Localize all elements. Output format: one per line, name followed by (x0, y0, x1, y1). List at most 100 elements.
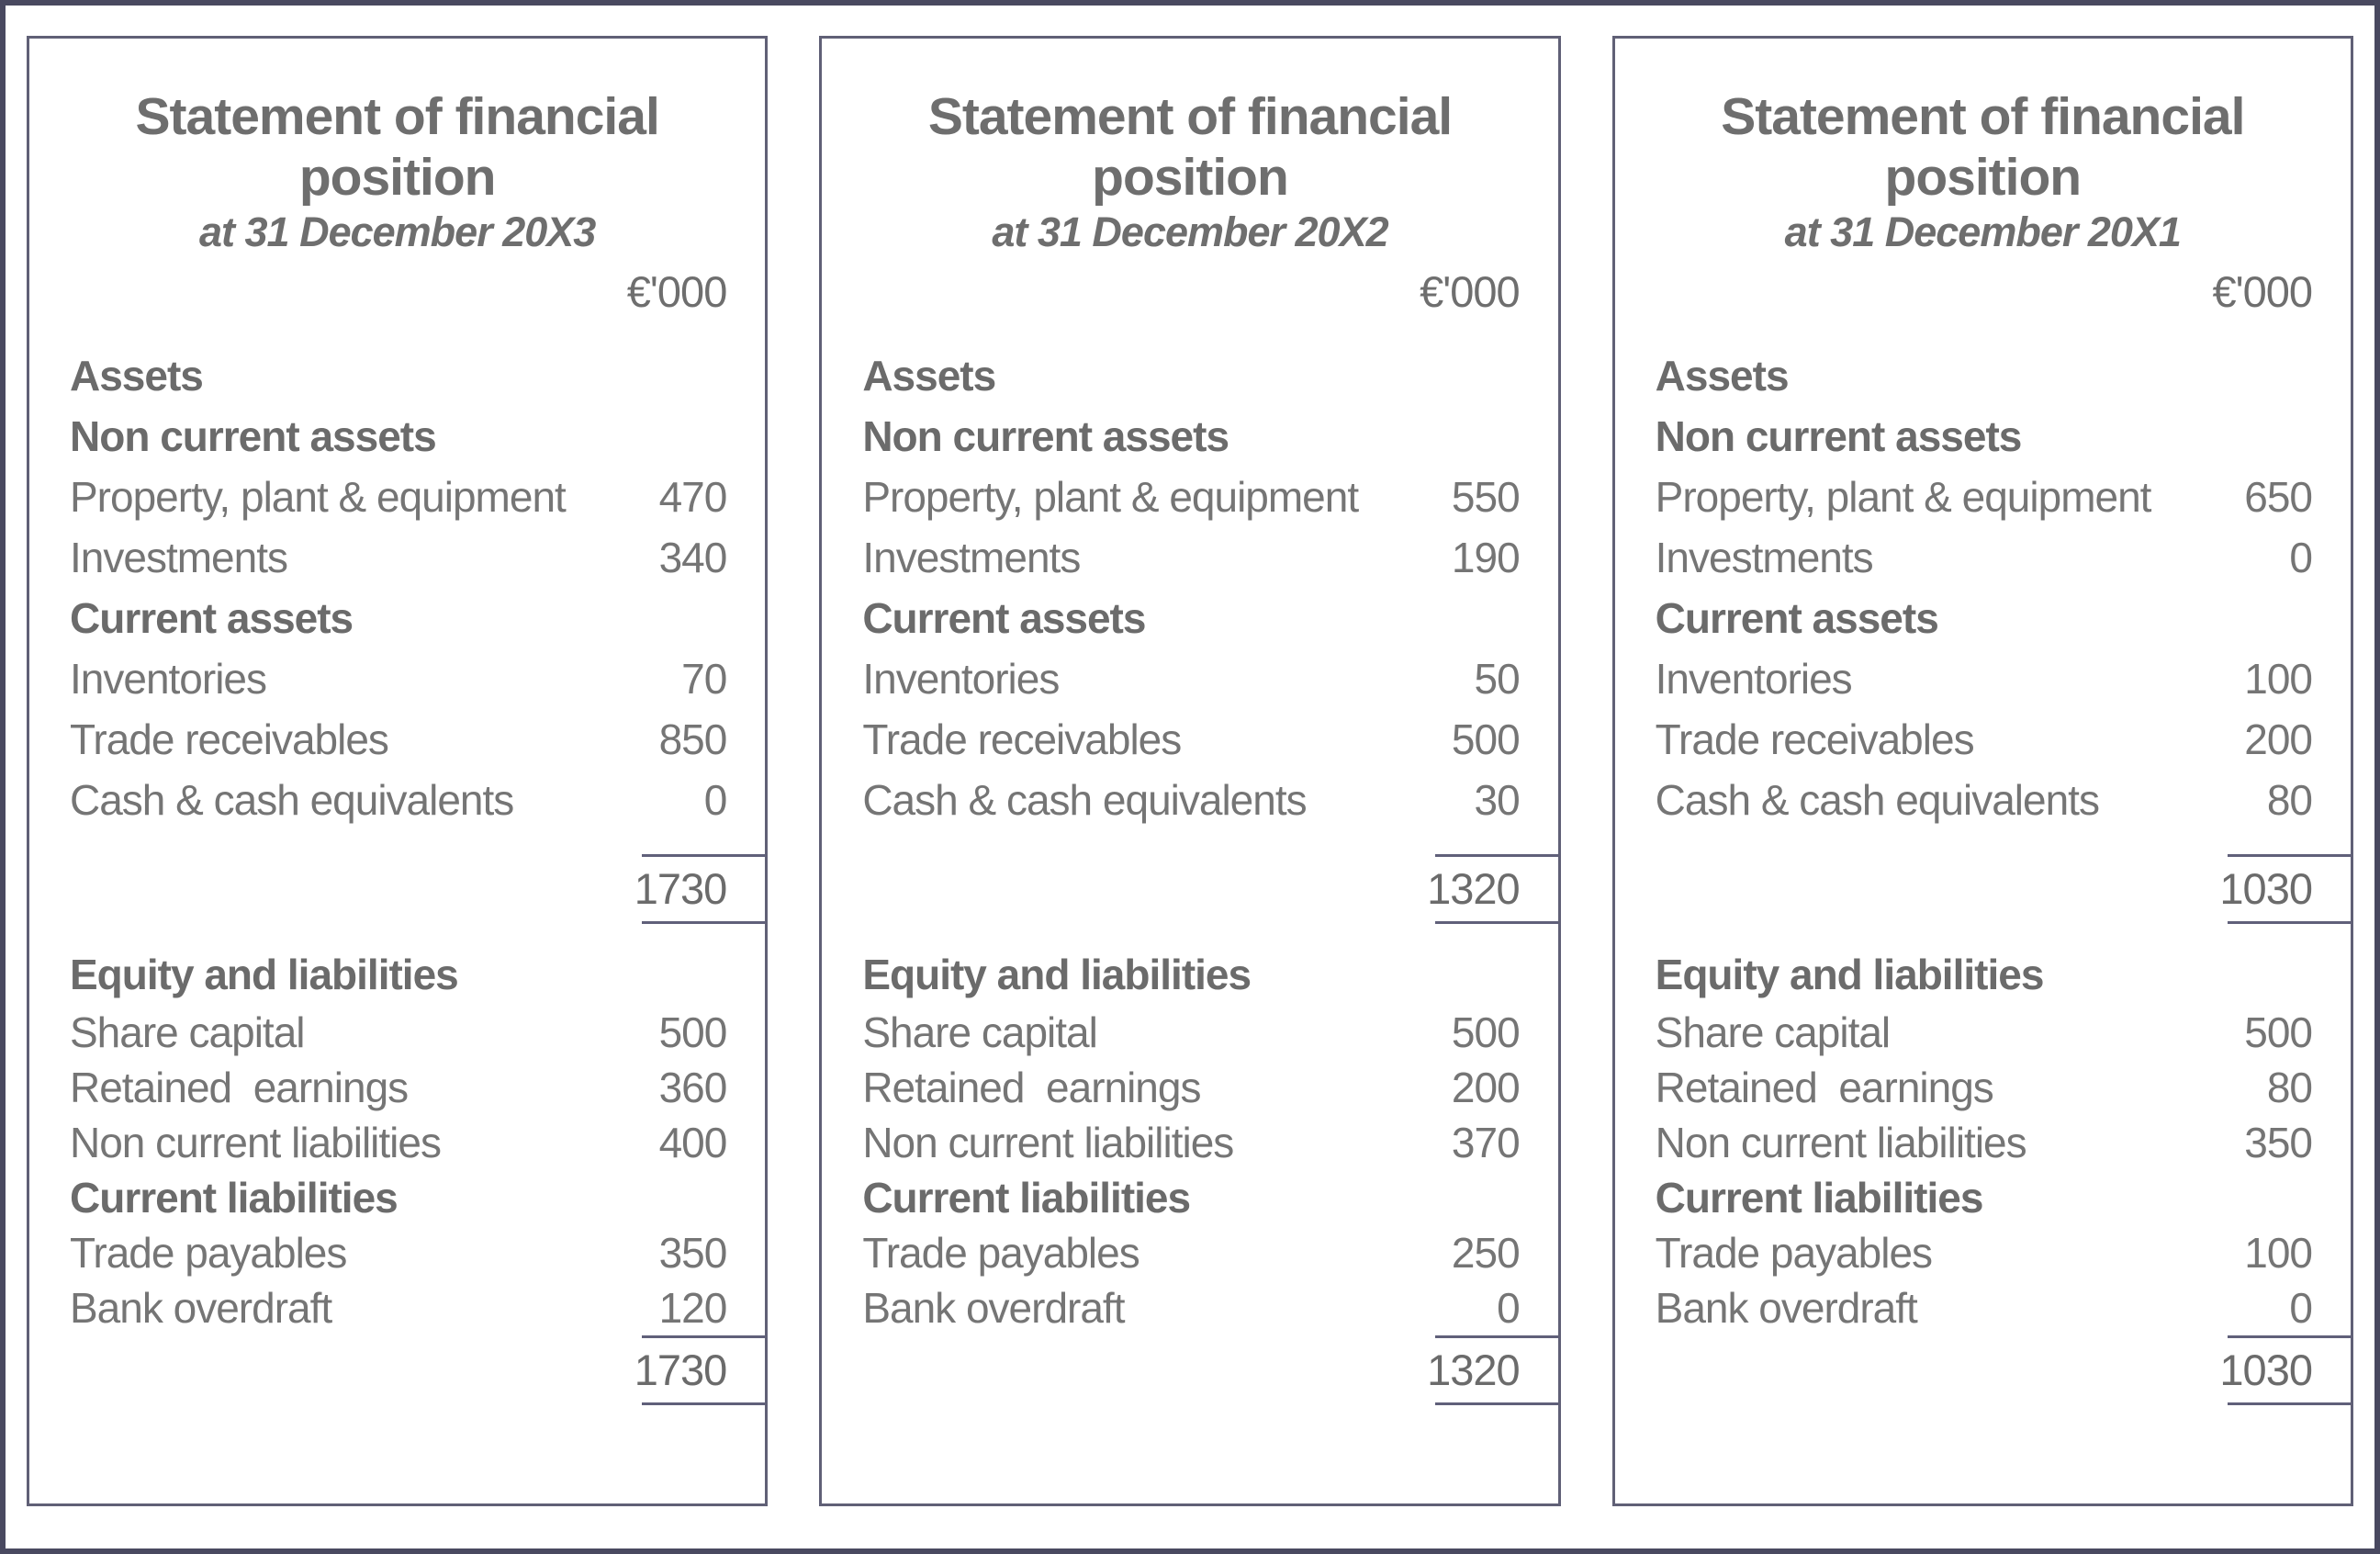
assets-section: Assets Non current assets Property, plan… (29, 345, 766, 924)
line-item-label: Non current liabilities (70, 1119, 442, 1166)
assets-total-value: 1030 (2219, 864, 2313, 913)
section-heading: Non current assets (1655, 412, 2023, 460)
equity-total-underline (2227, 1402, 2351, 1405)
section-heading: Non current assets (862, 412, 1229, 460)
section-heading: Equity and liabilities (70, 951, 459, 998)
line-item-value: 500 (2244, 1008, 2313, 1056)
row-trade-receivables: Trade receivables 200 (1615, 709, 2351, 770)
row-trade-receivables: Trade receivables 500 (822, 709, 1557, 770)
line-item-value: 360 (658, 1064, 728, 1111)
line-item-value: 370 (1451, 1119, 1521, 1166)
equity-total-overline (1434, 1335, 1558, 1338)
statement-panel-20x2: Statement of financial position at 31 De… (819, 36, 1561, 1506)
title-line-1: Statement of financial (927, 87, 1453, 146)
assets-total-underline (2227, 921, 2351, 924)
assets-section: Assets Non current assets Property, plan… (1615, 345, 2351, 924)
line-item-label: Non current liabilities (862, 1119, 1234, 1166)
line-item-label: Property, plant & equipment (70, 473, 567, 521)
assets-total-overline (2227, 854, 2351, 857)
line-item-value: 80 (2266, 776, 2313, 824)
equity-total-underline (1434, 1402, 1558, 1405)
line-item-value: 250 (1451, 1229, 1521, 1277)
section-heading: Assets (1655, 352, 1790, 400)
line-item-label: Investments (70, 534, 288, 581)
current-liabilities-heading-row: Current liabilities (822, 1170, 1557, 1225)
statement-panel-20x1: Statement of financial position at 31 De… (1611, 36, 2353, 1506)
line-item-label: Investments (862, 534, 1081, 581)
row-non-current-liabilities: Non current liabilities 350 (1615, 1115, 2351, 1170)
line-item-value: 550 (1451, 473, 1521, 521)
line-item-label: Share capital (70, 1008, 305, 1056)
current-assets-heading-row: Current assets (1615, 588, 2351, 648)
non-current-assets-heading-row: Non current assets (1615, 406, 2351, 467)
current-liabilities-heading-row: Current liabilities (1615, 1170, 2351, 1225)
row-inventories: Inventories 50 (822, 648, 1557, 709)
row-investments: Investments 190 (822, 527, 1557, 588)
row-bank-overdraft: Bank overdraft 120 (29, 1280, 765, 1335)
line-item-value: 80 (2266, 1064, 2313, 1111)
row-trade-payables: Trade payables 100 (1615, 1225, 2351, 1280)
row-property-plant-equipment: Property, plant & equipment 550 (822, 467, 1557, 527)
line-item-label: Trade receivables (862, 715, 1182, 763)
line-item-value: 350 (658, 1229, 728, 1277)
assets-total-underline (642, 921, 766, 924)
line-item-value: 30 (1474, 776, 1520, 824)
row-bank-overdraft: Bank overdraft 0 (1615, 1280, 2351, 1335)
statement-title: Statement of financial position (29, 86, 765, 208)
assets-heading-row: Assets (822, 345, 1557, 406)
assets-heading-row: Assets (1615, 345, 2351, 406)
line-item-value: 0 (1497, 1284, 1521, 1332)
line-item-value: 200 (1451, 1064, 1521, 1111)
line-item-label: Trade payables (70, 1229, 347, 1277)
title-line-2: position (1884, 148, 2082, 207)
current-assets-heading-row: Current assets (29, 588, 765, 648)
line-item-value: 650 (2244, 473, 2313, 521)
line-item-label: Share capital (1655, 1008, 1891, 1056)
assets-heading-row: Assets (29, 345, 765, 406)
row-non-current-liabilities: Non current liabilities 370 (822, 1115, 1557, 1170)
equity-liabilities-section: Equity and liabilities Share capital 500… (1615, 944, 2351, 1405)
current-assets-heading-row: Current assets (822, 588, 1557, 648)
row-investments: Investments 340 (29, 527, 765, 588)
line-item-label: Share capital (862, 1008, 1097, 1056)
currency-unit-label: €'000 (2212, 267, 2313, 316)
section-heading: Current liabilities (1655, 1174, 1984, 1222)
line-item-label: Bank overdraft (70, 1284, 332, 1332)
equity-total-overline (2227, 1335, 2351, 1338)
line-item-value: 70 (681, 655, 727, 703)
row-inventories: Inventories 100 (1615, 648, 2351, 709)
equity-total-value: 1030 (2219, 1346, 2313, 1394)
currency-unit-label: €'000 (626, 267, 728, 316)
line-item-label: Inventories (862, 655, 1060, 703)
line-item-label: Trade payables (862, 1229, 1139, 1277)
currency-unit-label: €'000 (1420, 267, 1521, 316)
non-current-assets-heading-row: Non current assets (822, 406, 1557, 467)
line-item-value: 50 (1474, 655, 1520, 703)
equity-liabilities-heading-row: Equity and liabilities (822, 944, 1557, 1005)
title-line-1: Statement of financial (135, 87, 660, 146)
line-item-value: 100 (2244, 655, 2313, 703)
equity-liabilities-heading-row: Equity and liabilities (1615, 944, 2351, 1005)
line-item-value: 350 (2244, 1119, 2313, 1166)
section-heading: Assets (70, 352, 204, 400)
row-retained-earnings: Retained earnings 200 (822, 1060, 1557, 1115)
statement-date: at 31 December 20X3 (199, 208, 596, 255)
line-item-value: 340 (658, 534, 728, 581)
row-share-capital: Share capital 500 (822, 1005, 1557, 1060)
line-item-value: 0 (703, 776, 728, 824)
statement-panel-20x3: Statement of financial position at 31 De… (27, 36, 769, 1506)
line-item-value: 500 (658, 1008, 728, 1056)
line-item-label: Bank overdraft (862, 1284, 1125, 1332)
line-item-label: Inventories (1655, 655, 1853, 703)
statement-date: at 31 December 20X1 (1784, 208, 2182, 255)
line-item-label: Retained earnings (1655, 1064, 1994, 1111)
equity-liabilities-section: Equity and liabilities Share capital 500… (822, 944, 1558, 1405)
section-heading: Assets (862, 352, 996, 400)
section-heading: Current assets (70, 594, 354, 642)
assets-total-overline (1434, 854, 1558, 857)
equity-total-overline (642, 1335, 766, 1338)
row-bank-overdraft: Bank overdraft 0 (822, 1280, 1557, 1335)
assets-total-underline (1434, 921, 1558, 924)
line-item-label: Investments (1655, 534, 1874, 581)
equity-total-value: 1730 (634, 1346, 728, 1394)
